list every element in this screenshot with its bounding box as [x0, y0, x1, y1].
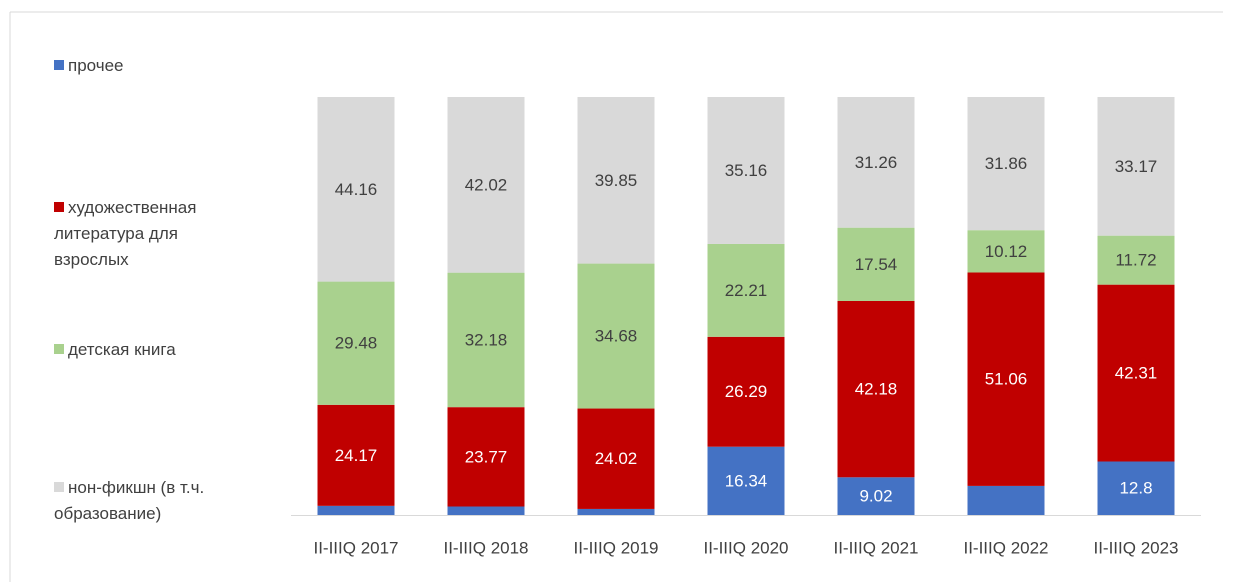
legend-label: прочее — [68, 56, 124, 75]
bar-segment — [577, 508, 655, 515]
bar-segment — [317, 281, 395, 405]
x-tick-label: II-IIIQ 2023 — [1093, 538, 1178, 557]
bar-segment — [707, 336, 785, 447]
data-label: 17.54 — [855, 255, 898, 274]
x-tick-label: II-IIIQ 2021 — [833, 538, 918, 557]
data-label: 23.77 — [465, 447, 508, 466]
legend-label: художественная литература для взрослых — [54, 198, 197, 269]
bar-segment — [317, 97, 395, 282]
bar-segment — [837, 300, 915, 478]
legend-swatch — [54, 60, 64, 70]
data-label: 31.86 — [985, 154, 1028, 173]
bar-segment — [837, 97, 915, 228]
bar-segment — [447, 506, 525, 515]
bar-segment — [577, 408, 655, 509]
data-label: 44.16 — [335, 180, 378, 199]
legend-swatch — [54, 202, 64, 212]
bar-segment — [837, 227, 915, 301]
bar-segment — [1097, 461, 1175, 515]
x-tick-label: II-IIIQ 2019 — [573, 538, 658, 557]
legend-entry: детская книга — [54, 337, 244, 363]
data-label: 31.26 — [855, 153, 898, 172]
data-label: 26.29 — [725, 382, 768, 401]
data-label: 12.8 — [1119, 479, 1152, 498]
legend-swatch — [54, 344, 64, 354]
bar-segment — [967, 272, 1045, 486]
bar-segment — [577, 97, 655, 264]
data-label: 51.06 — [985, 370, 1028, 389]
bar-segment — [1097, 284, 1175, 462]
bar-segment — [317, 404, 395, 506]
bar-segment — [967, 230, 1045, 273]
data-label: 42.31 — [1115, 364, 1158, 383]
bar-segment — [837, 477, 915, 515]
data-label: 22.21 — [725, 281, 768, 300]
bar-segment — [707, 97, 785, 244]
data-label: 16.34 — [725, 471, 768, 490]
x-tick-label: II-IIIQ 2017 — [313, 538, 398, 557]
data-label: 42.02 — [465, 175, 508, 194]
data-label: 9.02 — [859, 487, 892, 506]
data-label: 29.48 — [335, 334, 378, 353]
data-label: 10.12 — [985, 242, 1028, 261]
bar-segment — [707, 446, 785, 515]
data-label: 34.68 — [595, 327, 638, 346]
legend-swatch — [54, 482, 64, 492]
bar-segment — [447, 407, 525, 507]
data-label: 24.02 — [595, 449, 638, 468]
legend-entry: художественная литература для взрослых — [54, 195, 244, 273]
bar-segment — [967, 485, 1045, 515]
data-label: 39.85 — [595, 171, 638, 190]
data-label: 24.17 — [335, 446, 378, 465]
bar-segment — [577, 263, 655, 409]
legend-entry: нон-фикшн (в т.ч. образование) — [54, 475, 244, 527]
legend-label: детская книга — [68, 340, 176, 359]
bar-segment — [967, 97, 1045, 231]
bar-segment — [707, 243, 785, 337]
data-label: 35.16 — [725, 161, 768, 180]
bar-segment — [447, 272, 525, 408]
bar-segment — [1097, 235, 1175, 285]
x-tick-label: II-IIIQ 2022 — [963, 538, 1048, 557]
legend-label: нон-фикшн (в т.ч. образование) — [54, 478, 205, 523]
x-tick-label: II-IIIQ 2018 — [443, 538, 528, 557]
data-label: 42.18 — [855, 380, 898, 399]
data-label: 33.17 — [1115, 157, 1158, 176]
legend-entry: прочее — [54, 53, 244, 79]
x-tick-label: II-IIIQ 2020 — [703, 538, 788, 557]
data-label: 32.18 — [465, 330, 508, 349]
bar-segment — [317, 505, 395, 515]
bar-segment — [447, 97, 525, 273]
bar-segment — [1097, 97, 1175, 236]
data-label: 11.72 — [1115, 251, 1156, 270]
